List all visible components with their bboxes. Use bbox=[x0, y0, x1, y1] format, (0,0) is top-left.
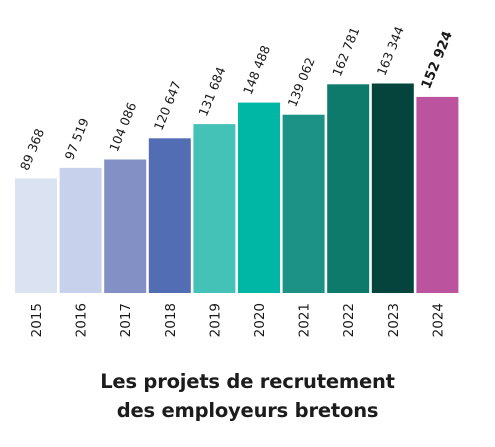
year-label-2024: 2024 bbox=[430, 303, 446, 337]
year-label-2016: 2016 bbox=[74, 303, 90, 337]
year-label-2015: 2015 bbox=[29, 303, 45, 337]
year-label-2020: 2020 bbox=[252, 303, 268, 337]
value-label-2016: 97 519 bbox=[61, 116, 91, 162]
year-labels-group: 2015 2016 2017 2018 2019 2020 2021 2022 2023 2024 bbox=[29, 303, 446, 337]
bars-group bbox=[15, 83, 459, 294]
value-label-2019: 131 684 bbox=[195, 65, 228, 119]
value-label-2023: 163 344 bbox=[374, 24, 407, 78]
value-label-2021: 139 062 bbox=[284, 55, 317, 109]
bar-2017 bbox=[104, 159, 147, 293]
chart-title-line-1: Les projets de recrutement bbox=[100, 370, 395, 393]
bar-2016 bbox=[59, 167, 102, 293]
year-label-2019: 2019 bbox=[207, 303, 223, 337]
year-label-2017: 2017 bbox=[118, 303, 134, 337]
value-label-2020: 148 488 bbox=[240, 43, 273, 97]
bar-2018 bbox=[148, 138, 191, 293]
value-label-2015: 89 368 bbox=[17, 126, 47, 172]
year-label-2018: 2018 bbox=[163, 303, 179, 337]
value-label-2022: 162 781 bbox=[329, 25, 362, 79]
year-label-2021: 2021 bbox=[297, 303, 313, 337]
chart-title-line-2: des employeurs bretons bbox=[116, 399, 379, 422]
year-label-2023: 2023 bbox=[386, 303, 402, 337]
bar-2019 bbox=[193, 124, 236, 293]
bar-2022 bbox=[327, 84, 370, 293]
value-label-2017: 104 086 bbox=[106, 100, 139, 154]
value-label-2018: 120 647 bbox=[151, 79, 184, 133]
value-label-2024: 152 924 bbox=[418, 29, 456, 92]
bar-2015 bbox=[15, 178, 57, 293]
bar-2024 bbox=[416, 96, 459, 294]
bar-2021 bbox=[282, 114, 325, 293]
year-label-2022: 2022 bbox=[341, 303, 357, 337]
bar-2020 bbox=[238, 102, 280, 293]
bar-2023 bbox=[371, 83, 414, 293]
